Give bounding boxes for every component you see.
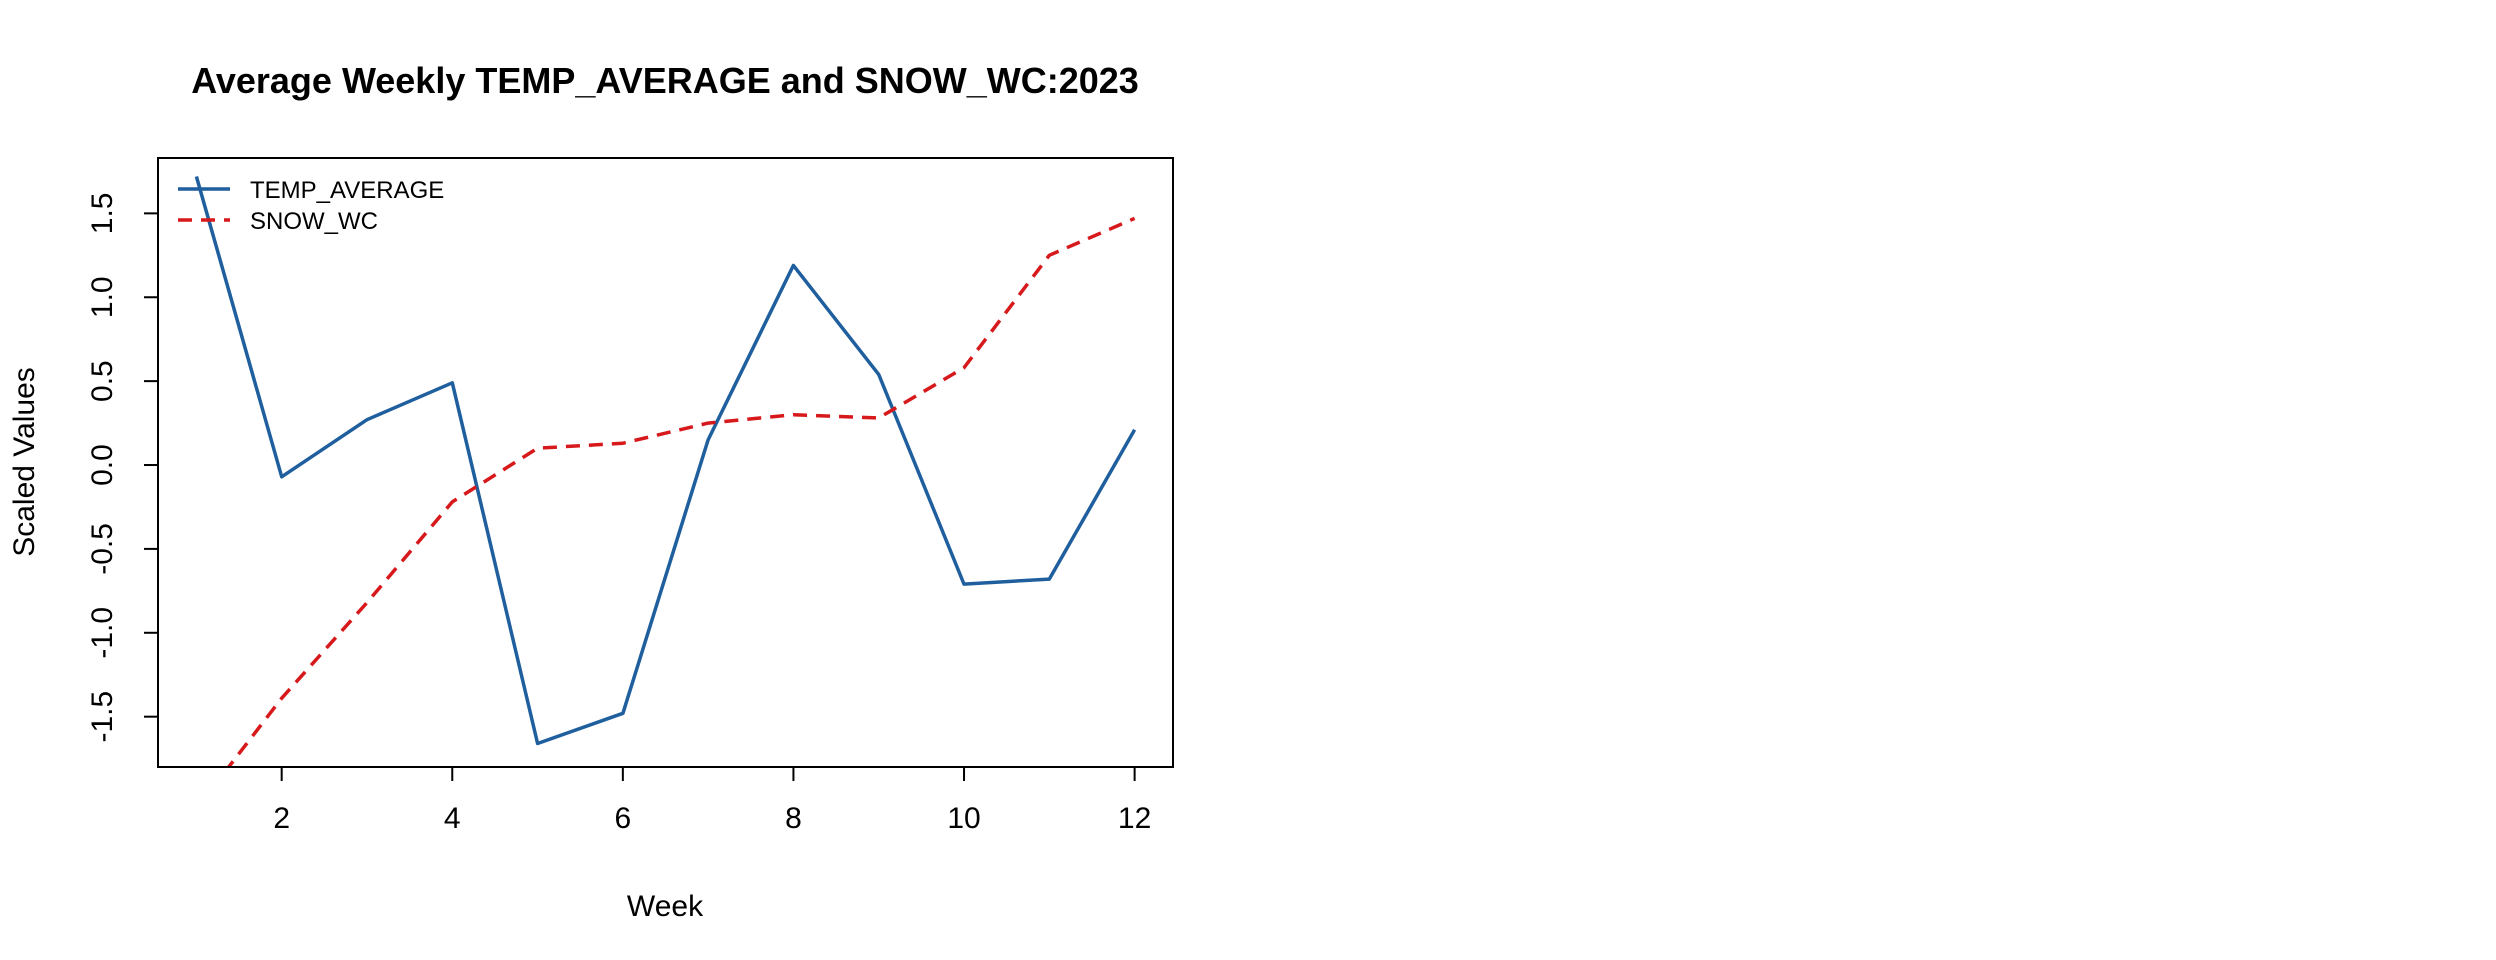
y-tick-label: 0.0: [86, 444, 119, 486]
y-tick-label: 1.5: [86, 193, 119, 235]
x-tick-label: 6: [615, 802, 632, 835]
series-layer: [194, 176, 1137, 767]
x-tick-label: 10: [947, 802, 980, 835]
y-tick-label: 1.0: [86, 276, 119, 318]
y-tick-label: 0.5: [86, 360, 119, 402]
x-tick-label: 12: [1118, 802, 1151, 835]
y-tick-label: -0.5: [86, 523, 119, 575]
series-line-temp-average: [194, 176, 1137, 746]
legend-label-temp-average: TEMP_AVERAGE: [250, 177, 444, 204]
y-tick-label: -1.5: [86, 691, 119, 743]
legend-label-snow-wc: SNOW_WC: [250, 208, 378, 235]
x-tick-label: 2: [273, 802, 290, 835]
x-tick-label: 4: [444, 802, 461, 835]
plot-frame: [157, 157, 1174, 768]
y-tick-label: -1.0: [86, 607, 119, 659]
chart-title: Average Weekly TEMP_AVERAGE and SNOW_WC:…: [191, 60, 1139, 101]
series-line-snow-wc: [226, 216, 1136, 767]
x-axis-title: Week: [627, 890, 704, 923]
legend: TEMP_AVERAGE SNOW_WC: [178, 177, 444, 235]
y-axis: -1.5 -1.0 -0.5 0.0 0.5 1.0 1.5: [86, 193, 159, 743]
x-tick-label: 8: [785, 802, 802, 835]
y-axis-title: Scaled Values: [8, 367, 41, 557]
x-axis: 2 4 6 8 10 12: [273, 766, 1151, 835]
